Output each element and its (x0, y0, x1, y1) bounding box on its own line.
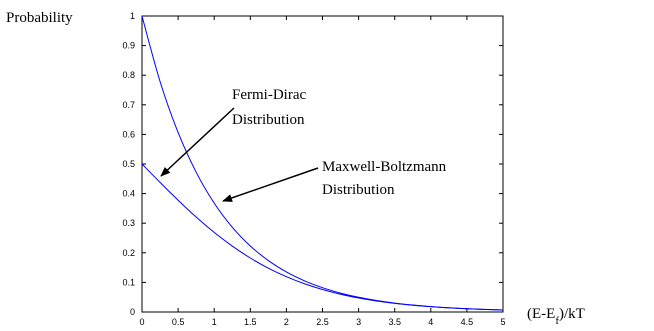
arrow-fermi-dirac (160, 107, 235, 177)
x-tick-label: 4.5 (461, 317, 474, 327)
annotation-fermi-dirac-line2: Distribution (232, 112, 305, 128)
x-tick-label: 2.5 (316, 317, 329, 327)
x-tick-label: 5 (500, 317, 505, 327)
y-tick-label: 0.9 (122, 41, 135, 51)
series-lines (141, 15, 504, 311)
annotation-maxwell-boltzmann-line2: Distribution (322, 182, 395, 198)
series-line-1 (141, 163, 504, 311)
y-tick-label: 0.6 (122, 129, 135, 139)
x-tick-label: 0.5 (172, 317, 185, 327)
annotation-fermi-dirac-line1: Fermi-Dirac (232, 87, 306, 103)
x-tick-label: 0 (139, 317, 144, 327)
y-tick-label: 0 (130, 307, 135, 317)
arrow-maxwell-boltzmann (222, 167, 319, 202)
y-tick-label: 0.7 (122, 100, 135, 110)
y-tick-label: 0.3 (122, 218, 135, 228)
y-tick-label: 0.4 (122, 189, 135, 199)
y-tick-label: 0.5 (122, 159, 135, 169)
x-tick-label: 1.5 (244, 317, 257, 327)
y-axis-label: Probability (6, 10, 73, 26)
ticks: 0 0.5 1 1.5 2 2.5 3 3.5 4 4.5 5 0 0.1 0.2 0.3 0.4 0.5 0.6… (122, 11, 505, 327)
y-tick-label: 0.8 (122, 70, 135, 80)
y-tick-label: 0.1 (122, 277, 135, 287)
y-tick-label: 1 (130, 11, 135, 21)
x-axis-label: (E-Ef)/kT (527, 306, 585, 327)
x-tick-label: 1 (212, 317, 217, 327)
y-tick-label: 0.2 (122, 248, 135, 258)
x-tick-label: 2 (284, 317, 289, 327)
x-tick-label: 3 (356, 317, 361, 327)
x-tick-label: 3.5 (388, 317, 401, 327)
x-tick-label: 4 (428, 317, 433, 327)
annotation-maxwell-boltzmann-line1: Maxwell-Boltzmann (322, 159, 447, 175)
